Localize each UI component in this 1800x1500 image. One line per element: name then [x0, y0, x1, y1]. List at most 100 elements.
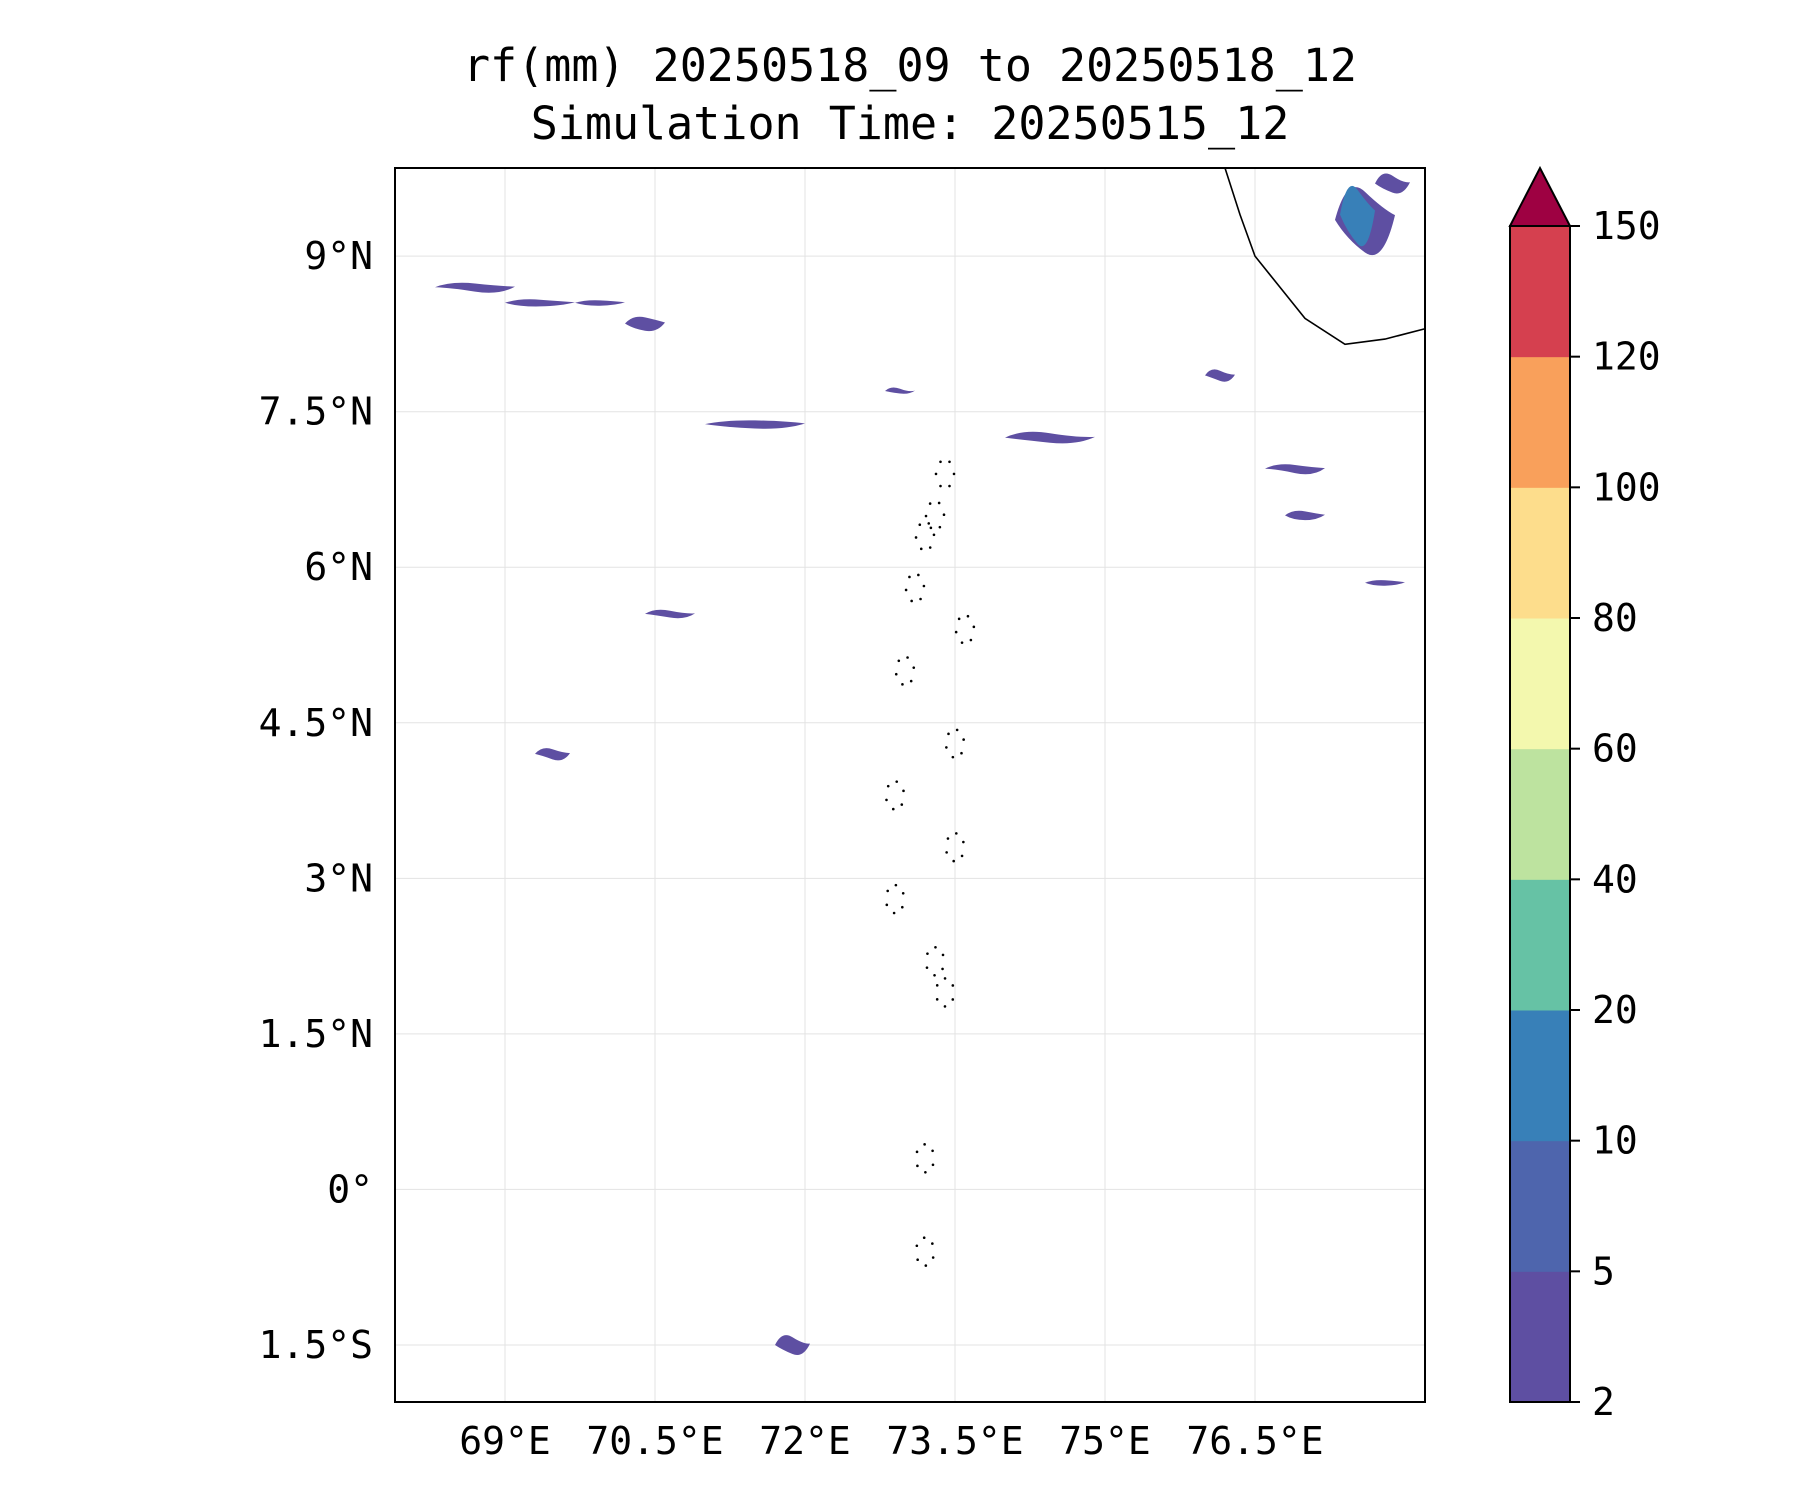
island-dot: [954, 630, 958, 634]
island-dot: [922, 1236, 926, 1239]
island-dot: [894, 672, 898, 676]
island-dot: [945, 851, 948, 854]
island-dot: [948, 484, 951, 488]
gridlines: [395, 168, 1425, 1402]
island-dot: [894, 883, 898, 887]
island-dot: [918, 523, 922, 527]
island-dot: [931, 1256, 935, 1259]
island-dot: [943, 977, 947, 980]
rain-cell: [1375, 173, 1410, 194]
island-dot: [912, 666, 916, 669]
x-tick-label: 75°E: [1059, 1419, 1151, 1463]
island-dot: [955, 728, 959, 732]
map-frame: [394, 167, 1426, 1403]
island-dot: [951, 755, 955, 759]
island-dot: [945, 746, 948, 749]
island-dot: [886, 784, 890, 788]
x-tick-label: 69°E: [459, 1419, 551, 1463]
island-dot: [909, 679, 913, 683]
island-dot: [947, 732, 950, 736]
x-tick-label: 73.5°E: [886, 1419, 1023, 1463]
colorbar-block: [1510, 1010, 1570, 1142]
colorbar: 2 5 10 20 40 60 80 100 120 150: [1508, 165, 1661, 1424]
coastline: [1224, 167, 1426, 346]
rainfall-contours: [435, 173, 1410, 1356]
island-dot: [943, 1005, 947, 1008]
chart-title-line2: Simulation Time: 20250515_12: [530, 97, 1290, 150]
rain-cell: [1285, 510, 1325, 521]
island-dot: [901, 905, 904, 909]
islands: [885, 460, 976, 1267]
colorbar-label: 20: [1592, 988, 1638, 1032]
island-dot: [933, 973, 936, 977]
island-dot: [938, 525, 942, 529]
island-dot: [929, 526, 933, 530]
colorbar-label: 10: [1592, 1119, 1638, 1163]
island-dot: [941, 953, 945, 957]
rain-cell: [435, 282, 515, 293]
island-dot: [951, 998, 955, 1001]
rain-cell: [885, 387, 915, 394]
rain-cell: [705, 420, 805, 429]
island-dot: [951, 984, 955, 987]
y-tick-label: 4.5°N: [259, 701, 373, 745]
colorbar-label: 40: [1592, 857, 1638, 901]
colorbar-label: 80: [1592, 596, 1638, 640]
rain-cell: [645, 609, 695, 619]
island-dot: [897, 659, 901, 663]
island-dot: [915, 1244, 919, 1248]
colorbar-block: [1510, 1271, 1570, 1403]
island-dot: [935, 984, 939, 987]
island-dot: [924, 1264, 928, 1267]
y-tick-label: 9°N: [304, 234, 373, 278]
island-dot: [939, 460, 942, 464]
island-dot: [916, 1258, 919, 1261]
island-dot: [891, 807, 895, 811]
colorbar-block: [1510, 879, 1570, 1011]
rain-cell: [1205, 369, 1235, 382]
island-dot: [937, 501, 941, 505]
colorbar-block: [1510, 487, 1570, 619]
island-dot: [892, 911, 896, 915]
island-dot: [957, 617, 961, 621]
colorbar-label: 120: [1592, 335, 1661, 379]
colorbar-label: 100: [1592, 465, 1661, 509]
colorbar-label: 150: [1592, 204, 1661, 248]
island-dot: [923, 1143, 926, 1146]
island-dot: [919, 547, 923, 551]
island-dot: [922, 584, 926, 588]
island-dot: [935, 998, 939, 1001]
colorbar-block: [1510, 1140, 1570, 1272]
x-tick-label: 70.5°E: [586, 1419, 723, 1463]
island-dot: [962, 738, 965, 741]
island-dot: [885, 798, 888, 802]
island-dot: [924, 1170, 927, 1174]
island-dot: [946, 837, 950, 840]
island-dot: [906, 656, 909, 659]
island-dot: [925, 966, 929, 969]
island-dot: [931, 1163, 935, 1167]
island-dot: [939, 484, 942, 488]
y-tick-label: 3°N: [304, 856, 373, 900]
island-dot: [902, 789, 905, 793]
y-tick-label: 0°: [327, 1167, 373, 1211]
colorbar-block: [1510, 748, 1570, 880]
island-dot: [926, 952, 929, 955]
island-dot: [915, 1150, 919, 1154]
colorbar-block: [1510, 356, 1570, 488]
island-dot: [960, 854, 964, 858]
island-dot: [948, 460, 951, 464]
island-dot: [901, 683, 904, 686]
island-dot: [924, 514, 928, 518]
colorbar-block: [1510, 226, 1570, 358]
colorbar-block: [1510, 618, 1570, 750]
island-dot: [960, 751, 963, 755]
chart-title-line1: rf(mm) 20250518_09 to 20250518_12: [462, 39, 1358, 92]
island-dot: [955, 832, 958, 835]
island-dot: [916, 1164, 919, 1168]
island-dot: [931, 1149, 934, 1153]
island-dot: [928, 502, 932, 505]
island-dot: [908, 575, 911, 579]
colorbar-label: 2: [1592, 1380, 1615, 1424]
